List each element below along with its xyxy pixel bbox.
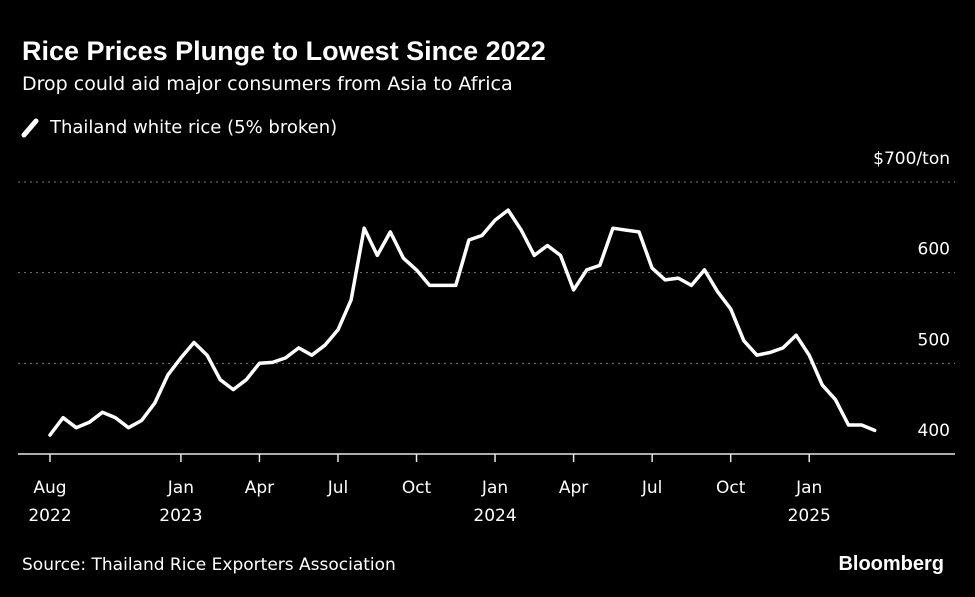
x-tick-label: Jan 2025 [787,478,831,526]
brand-logo: Bloomberg [838,553,944,575]
x-tick-label: Jul [641,478,663,498]
x-tick-label: Oct [715,478,746,498]
x-tick-label: Jul [327,478,349,498]
legend-label: Thailand white rice (5% broken) [49,117,337,138]
chart-title: Rice Prices Plunge to Lowest Since 2022 [22,36,546,66]
y-tick-label: 400 [918,421,950,441]
x-tick-label: Jan 2023 [159,478,203,526]
y-tick-label: $700/ton [873,149,950,169]
line-series [48,208,877,437]
chart-subtitle: Drop could aid major consumers from Asia… [22,73,513,95]
x-tick-label: Aug 2022 [28,478,72,526]
y-tick-label: 600 [918,240,950,260]
x-tick-label: Apr [244,478,275,498]
y-tick-label: 500 [918,330,950,350]
legend-swatch [21,118,39,138]
x-tick-label: Apr [558,478,589,498]
x-tick-label: Oct [401,478,432,498]
x-tick-label: Jan 2024 [473,478,517,526]
source: Source: Thailand Rice Exporters Associat… [22,555,396,575]
